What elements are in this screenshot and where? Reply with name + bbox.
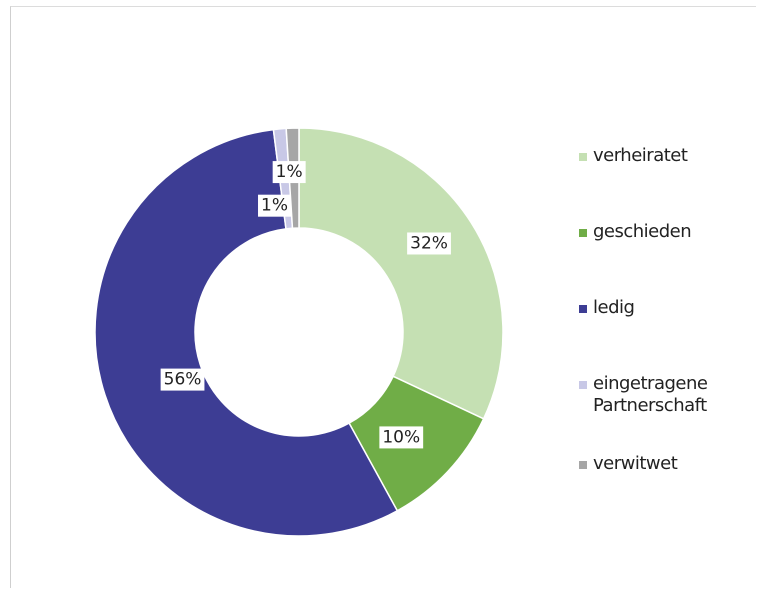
data-label-background <box>258 194 291 217</box>
data-label-verheiratet: 32% <box>407 232 451 255</box>
data-label-background <box>272 161 306 184</box>
legend-label: eingetragene Partnerschaft <box>593 373 708 416</box>
data-label-background <box>407 232 451 255</box>
legend-swatch <box>579 381 587 389</box>
data-label-text: 1% <box>276 162 303 182</box>
slice-verheiratet <box>298 127 504 420</box>
data-label-verwitwet: 1% <box>272 161 306 184</box>
legend-item-ledig: ledig <box>579 297 635 319</box>
data-label-text: 32% <box>410 233 448 253</box>
legend-item-geschieden: geschieden <box>579 221 692 243</box>
legend-item-verheiratet: verheiratet <box>579 145 688 167</box>
donut-chart: 32% 10% 56% 1% 1% <box>94 127 504 537</box>
data-label-geschieden: 10% <box>379 426 424 449</box>
legend-item-eingetragene-partnerschaft: eingetragene Partnerschaft <box>579 373 708 417</box>
legend-label: geschieden <box>593 221 692 242</box>
data-label-background <box>160 368 205 391</box>
legend-swatch <box>579 305 587 313</box>
chart-area: 32% 10% 56% 1% 1% verheiratet geschieden ledig… <box>10 6 756 588</box>
legend-swatch <box>579 153 587 161</box>
legend-label: ledig <box>593 297 635 318</box>
data-label-text: 10% <box>382 427 420 447</box>
slice-ledig <box>94 128 399 537</box>
legend-swatch <box>579 229 587 237</box>
data-label-ledig: 56% <box>160 368 205 391</box>
donut-labels: 32% 10% 56% 1% 1% <box>160 161 451 449</box>
donut-slices <box>94 127 504 537</box>
data-label-text: 1% <box>261 196 288 216</box>
data-label-background <box>379 426 424 449</box>
legend-swatch <box>579 461 587 469</box>
data-label-text: 56% <box>164 370 202 390</box>
legend-label: verwitwet <box>593 453 678 474</box>
data-label-eingetragene-partnerschaft: 1% <box>258 194 291 217</box>
legend-item-verwitwet: verwitwet <box>579 453 678 475</box>
legend-label: verheiratet <box>593 145 688 166</box>
